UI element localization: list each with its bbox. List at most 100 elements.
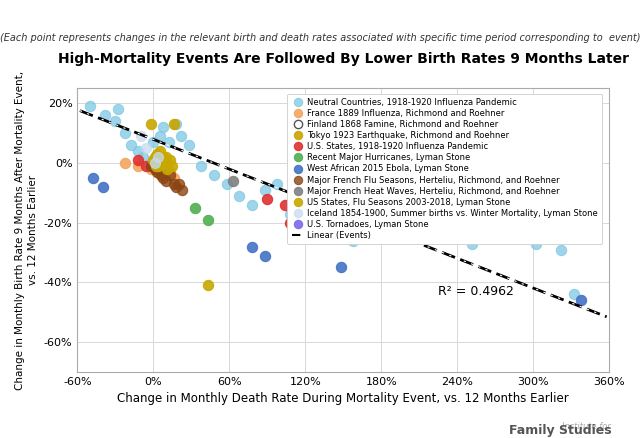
Point <box>285 210 295 217</box>
Point <box>260 252 270 259</box>
Point <box>138 153 148 160</box>
Point <box>85 102 95 110</box>
Point <box>152 168 163 175</box>
Y-axis label: Change in Monthly Birth Rate 9 Months After Mortality Event,
vs. 12 Months Earli: Change in Monthly Birth Rate 9 Months Af… <box>15 71 38 390</box>
Point <box>113 106 123 113</box>
Point <box>141 162 151 170</box>
Point <box>168 180 179 187</box>
Point <box>150 153 160 160</box>
Point <box>148 156 159 163</box>
Point <box>136 133 146 140</box>
Point <box>120 159 131 166</box>
Point <box>158 174 168 181</box>
Point <box>173 180 184 187</box>
Point <box>412 201 422 208</box>
Point <box>221 180 232 187</box>
Point <box>285 219 295 226</box>
Point <box>467 240 477 247</box>
Point <box>176 133 186 140</box>
Point <box>209 171 220 178</box>
Point <box>203 282 213 289</box>
Point <box>152 168 163 175</box>
Text: (Each point represents changes in the relevant birth and death rates associated : (Each point represents changes in the re… <box>0 33 640 43</box>
Point <box>110 117 120 124</box>
Point <box>164 156 175 163</box>
Point <box>449 222 460 229</box>
Point <box>168 174 179 181</box>
Point <box>335 201 346 208</box>
Point <box>272 180 282 187</box>
Point <box>317 192 327 199</box>
Point <box>146 166 156 173</box>
Point <box>154 153 164 160</box>
Title: High-Mortality Events Are Followed By Lower Birth Rates 9 Months Later: High-Mortality Events Are Followed By Lo… <box>58 52 628 66</box>
Point <box>88 174 98 181</box>
Point <box>262 195 273 202</box>
Point <box>156 162 166 170</box>
Point <box>348 237 358 244</box>
Point <box>280 201 290 208</box>
Point <box>154 148 164 155</box>
Point <box>203 216 213 223</box>
Point <box>150 166 160 173</box>
Point <box>141 145 151 152</box>
Point <box>454 133 465 140</box>
Point <box>196 162 207 170</box>
Point <box>120 130 131 137</box>
Point <box>162 166 172 173</box>
Point <box>247 201 257 208</box>
Point <box>100 112 110 119</box>
Point <box>190 204 200 211</box>
Point <box>167 162 177 170</box>
Point <box>429 180 440 187</box>
Point <box>133 148 143 155</box>
Point <box>168 120 179 127</box>
Point <box>161 177 171 184</box>
Point <box>164 171 175 178</box>
Point <box>576 297 586 304</box>
Point <box>159 159 170 166</box>
Point <box>154 133 164 140</box>
Point <box>335 264 346 271</box>
Point <box>133 156 143 163</box>
Point <box>234 192 244 199</box>
X-axis label: Change in Monthly Death Rate During Mortality Event, vs. 12 Months Earlier: Change in Monthly Death Rate During Mort… <box>117 392 569 406</box>
Point <box>151 162 161 170</box>
Point <box>387 216 397 223</box>
Point <box>228 177 238 184</box>
Legend: Neutral Countries, 1918-1920 Influenza Pandemic, France 1889 Influenza, Richmond: Neutral Countries, 1918-1920 Influenza P… <box>287 94 602 244</box>
Point <box>488 225 498 232</box>
Point <box>158 124 168 131</box>
Point <box>152 151 163 158</box>
Point <box>171 120 181 127</box>
Point <box>556 246 566 253</box>
Point <box>148 138 159 145</box>
Point <box>161 153 171 160</box>
Point <box>156 171 166 178</box>
Point <box>164 168 175 175</box>
Point <box>310 222 321 229</box>
Point <box>470 195 480 202</box>
Point <box>568 291 579 298</box>
Point <box>366 186 376 193</box>
Point <box>247 243 257 250</box>
Point <box>156 171 166 178</box>
Point <box>163 138 173 145</box>
Point <box>298 192 308 199</box>
Point <box>417 171 427 178</box>
Point <box>125 141 136 148</box>
Point <box>150 159 160 166</box>
Point <box>298 198 308 205</box>
Point <box>156 156 166 163</box>
Text: R² = 0.4962: R² = 0.4962 <box>438 285 514 298</box>
Point <box>335 228 346 235</box>
Point <box>391 192 401 199</box>
Point <box>133 162 143 170</box>
Point <box>177 186 188 193</box>
Text: Family Studies: Family Studies <box>509 424 611 437</box>
Point <box>379 180 389 187</box>
Point <box>154 162 164 170</box>
Point <box>146 162 156 170</box>
Point <box>161 166 171 173</box>
Point <box>260 186 270 193</box>
